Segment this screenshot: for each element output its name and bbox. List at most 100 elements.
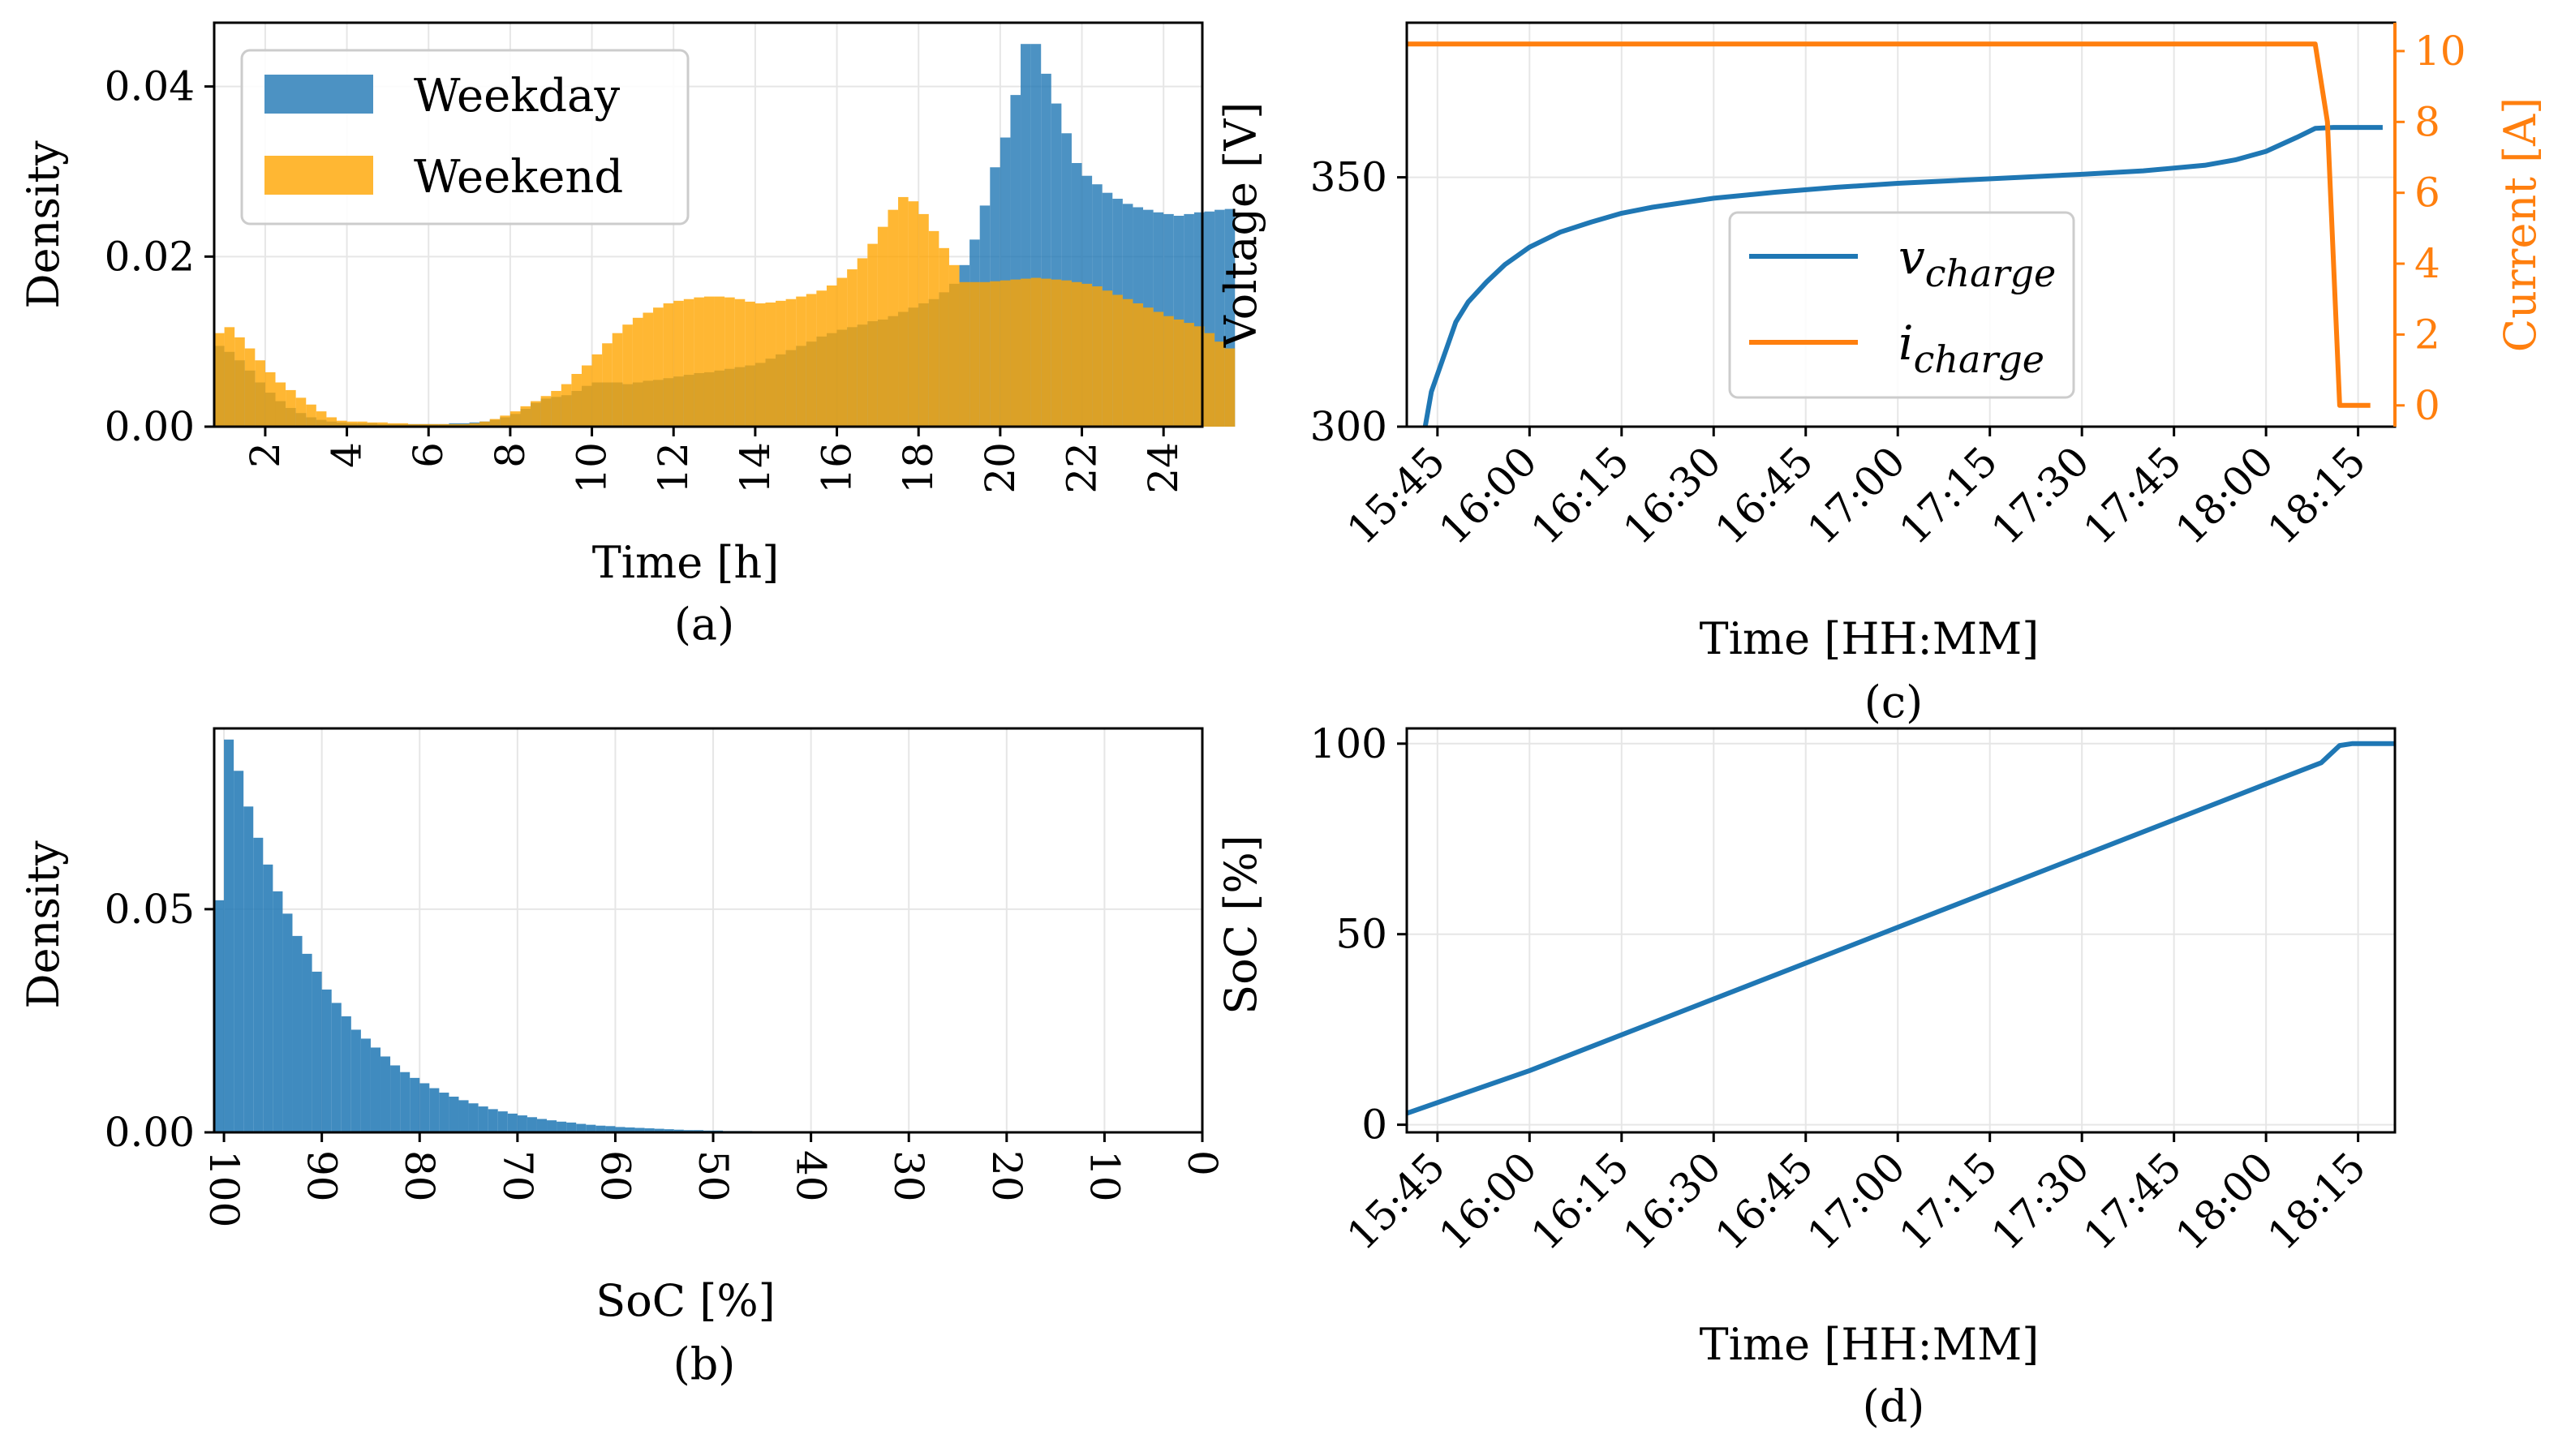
- panel-a-xtick-label: 12: [650, 442, 697, 494]
- weekend-bar: [602, 343, 613, 427]
- panel-a-ytick-label: 0.04: [105, 63, 195, 110]
- panel-d-xtick-label: 17:45: [2074, 1143, 2190, 1259]
- panel-b-xtick-label: 20: [983, 1150, 1030, 1202]
- weekend-bar: [939, 247, 949, 427]
- soc-bar: [458, 1100, 469, 1132]
- panel-b-xtick-label: 60: [591, 1150, 638, 1202]
- legend-label-weekday: Weekday: [414, 70, 620, 122]
- weekend-bar: [264, 372, 276, 427]
- voltage-line: [1422, 125, 2383, 427]
- panel-c-xtick-label: 16:45: [1706, 437, 1822, 553]
- panel-c-legend: vcharge icharge: [1728, 211, 2075, 399]
- soc-bar: [263, 864, 273, 1132]
- soc-line: [1406, 741, 2395, 1116]
- weekend-bar: [796, 296, 806, 427]
- weekend-bar: [1102, 290, 1113, 427]
- soc-bar: [253, 837, 264, 1132]
- weekend-bar: [408, 423, 419, 427]
- weekend-bar: [275, 382, 286, 427]
- weekend-bar: [714, 296, 725, 427]
- panel-b-xtick-label: 30: [885, 1150, 932, 1202]
- weekend-bar: [1112, 294, 1123, 427]
- panel-a-xtick-label: 2: [242, 442, 289, 468]
- weekend-bar: [571, 373, 582, 427]
- weekend-bar: [673, 300, 684, 427]
- weekend-bar: [979, 281, 991, 427]
- current-line: [1407, 41, 2371, 408]
- panel-c-xtick-label: 17:15: [1890, 437, 2006, 553]
- weekend-bar: [458, 423, 470, 427]
- panel-b-xtick-label: 10: [1081, 1150, 1128, 1202]
- weekend-bar: [224, 327, 235, 427]
- panel-c-xtick-label: 15:45: [1338, 437, 1454, 553]
- weekend-bar: [1143, 307, 1154, 427]
- panel-c-ytick-right-label: 10: [2414, 28, 2466, 75]
- weekend-bar: [898, 196, 909, 427]
- soc-bar: [360, 1038, 371, 1132]
- panel-a-ytick-label: 0.00: [105, 403, 195, 450]
- weekend-bar: [857, 258, 868, 427]
- soc-bar: [400, 1072, 411, 1132]
- panel-b-xtick-label: 70: [494, 1150, 541, 1202]
- panel-c-xtick-label: 16:15: [1522, 437, 1638, 553]
- weekend-bar: [694, 297, 704, 427]
- weekend-bar: [428, 423, 439, 427]
- weekend-bar: [622, 324, 633, 427]
- panel-a-xlabel: Time [h]: [592, 537, 780, 588]
- panel-b-xtick-label: 0: [1179, 1150, 1226, 1176]
- panel-a-xtick-label: 4: [324, 442, 371, 468]
- weekend-bar: [540, 396, 552, 427]
- panel-d-xtick-label: 15:45: [1338, 1143, 1454, 1259]
- weekend-bar: [836, 277, 848, 427]
- weekend-bar: [969, 281, 980, 427]
- panel-a-ylabel: Density: [18, 140, 69, 309]
- panel-d-ytick-label: 50: [1335, 911, 1387, 958]
- soc-bar: [507, 1113, 518, 1132]
- weekend-bar: [745, 301, 755, 427]
- soc-bar: [497, 1111, 508, 1132]
- panel-c-ylabel: Voltage [V]: [1215, 102, 1266, 349]
- weekend-bar: [1081, 283, 1093, 427]
- panel-a-xtick-label: 14: [732, 442, 779, 494]
- weekend-bar: [438, 423, 449, 427]
- soc-bar: [527, 1117, 537, 1132]
- soc-bar: [439, 1093, 449, 1132]
- weekend-bar: [643, 312, 654, 427]
- panel-a-xtick-label: 6: [405, 442, 452, 468]
- panel-c-voltage-current: 15:4516:0016:1516:3016:4517:0017:1517:30…: [1215, 21, 2546, 728]
- weekend-bar: [531, 401, 541, 427]
- soc-bar: [214, 900, 225, 1132]
- weekend-bar: [398, 423, 409, 427]
- weekend-bar: [806, 294, 817, 427]
- weekend-bar: [295, 397, 307, 427]
- panel-d-axes-frame: [1405, 727, 2397, 1134]
- soc-bar: [644, 1128, 655, 1132]
- soc-bar: [566, 1122, 577, 1132]
- panel-a-xtick-label: 18: [895, 442, 942, 494]
- soc-bar: [664, 1129, 674, 1132]
- weekend-bar: [346, 421, 358, 427]
- weekend-bar: [1092, 286, 1103, 427]
- soc-bar: [302, 953, 312, 1132]
- weekend-bar: [1000, 280, 1011, 427]
- weekend-bar: [1153, 311, 1164, 427]
- weekend-bar: [1184, 323, 1194, 427]
- weekend-bar: [1061, 280, 1072, 427]
- panel-a-histogram-time: 2 4 6 8 10 12 14 16 18 20 22 240.000.020.04 Weekday…: [18, 21, 1236, 650]
- weekend-bar: [387, 423, 398, 427]
- legend-label-weekend: Weekend: [414, 151, 623, 204]
- panel-d-xtick-label: 17:00: [1799, 1143, 1915, 1259]
- weekend-bar: [449, 423, 459, 427]
- panel-b-xlabel: SoC [%]: [595, 1275, 775, 1326]
- soc-bar: [615, 1127, 626, 1132]
- soc-bar: [547, 1120, 557, 1132]
- weekend-bar: [959, 281, 970, 427]
- panel-a-ytick-label: 0.02: [105, 233, 195, 280]
- panel-d-xtick-label: 18:00: [2167, 1143, 2283, 1259]
- soc-bar: [273, 891, 283, 1132]
- soc-bar: [478, 1106, 488, 1132]
- weekend-bar: [1215, 341, 1225, 427]
- panel-b-ticks: 100 90 80 70 60 50 40 30 20 10 00.000.05: [105, 886, 1226, 1228]
- weekend-bar: [479, 421, 490, 427]
